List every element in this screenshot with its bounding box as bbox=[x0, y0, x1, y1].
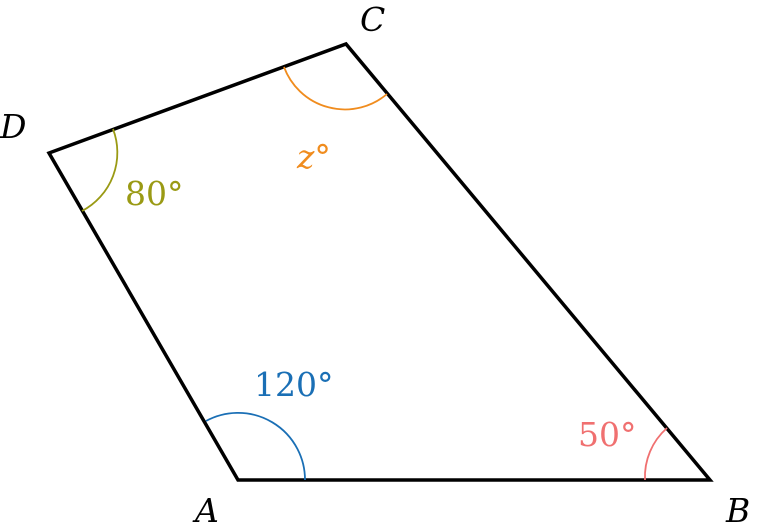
angle-arc-d bbox=[81, 128, 119, 212]
angle-label-a: 120° bbox=[254, 365, 334, 404]
angle-arc-a bbox=[205, 411, 306, 481]
vertex-label-b: B bbox=[725, 491, 750, 523]
angle-arc-c bbox=[283, 66, 388, 111]
angle-arc-b bbox=[644, 427, 668, 481]
angle-label-c: z° bbox=[296, 137, 331, 176]
vertex-label-d: D bbox=[0, 107, 26, 146]
vertex-label-a: A bbox=[192, 491, 219, 523]
quadrilateral-outline bbox=[46, 41, 714, 482]
angle-label-d: 80° bbox=[125, 174, 184, 213]
vertex-label-c: C bbox=[360, 0, 385, 39]
angle-label-b: 50° bbox=[578, 415, 637, 454]
